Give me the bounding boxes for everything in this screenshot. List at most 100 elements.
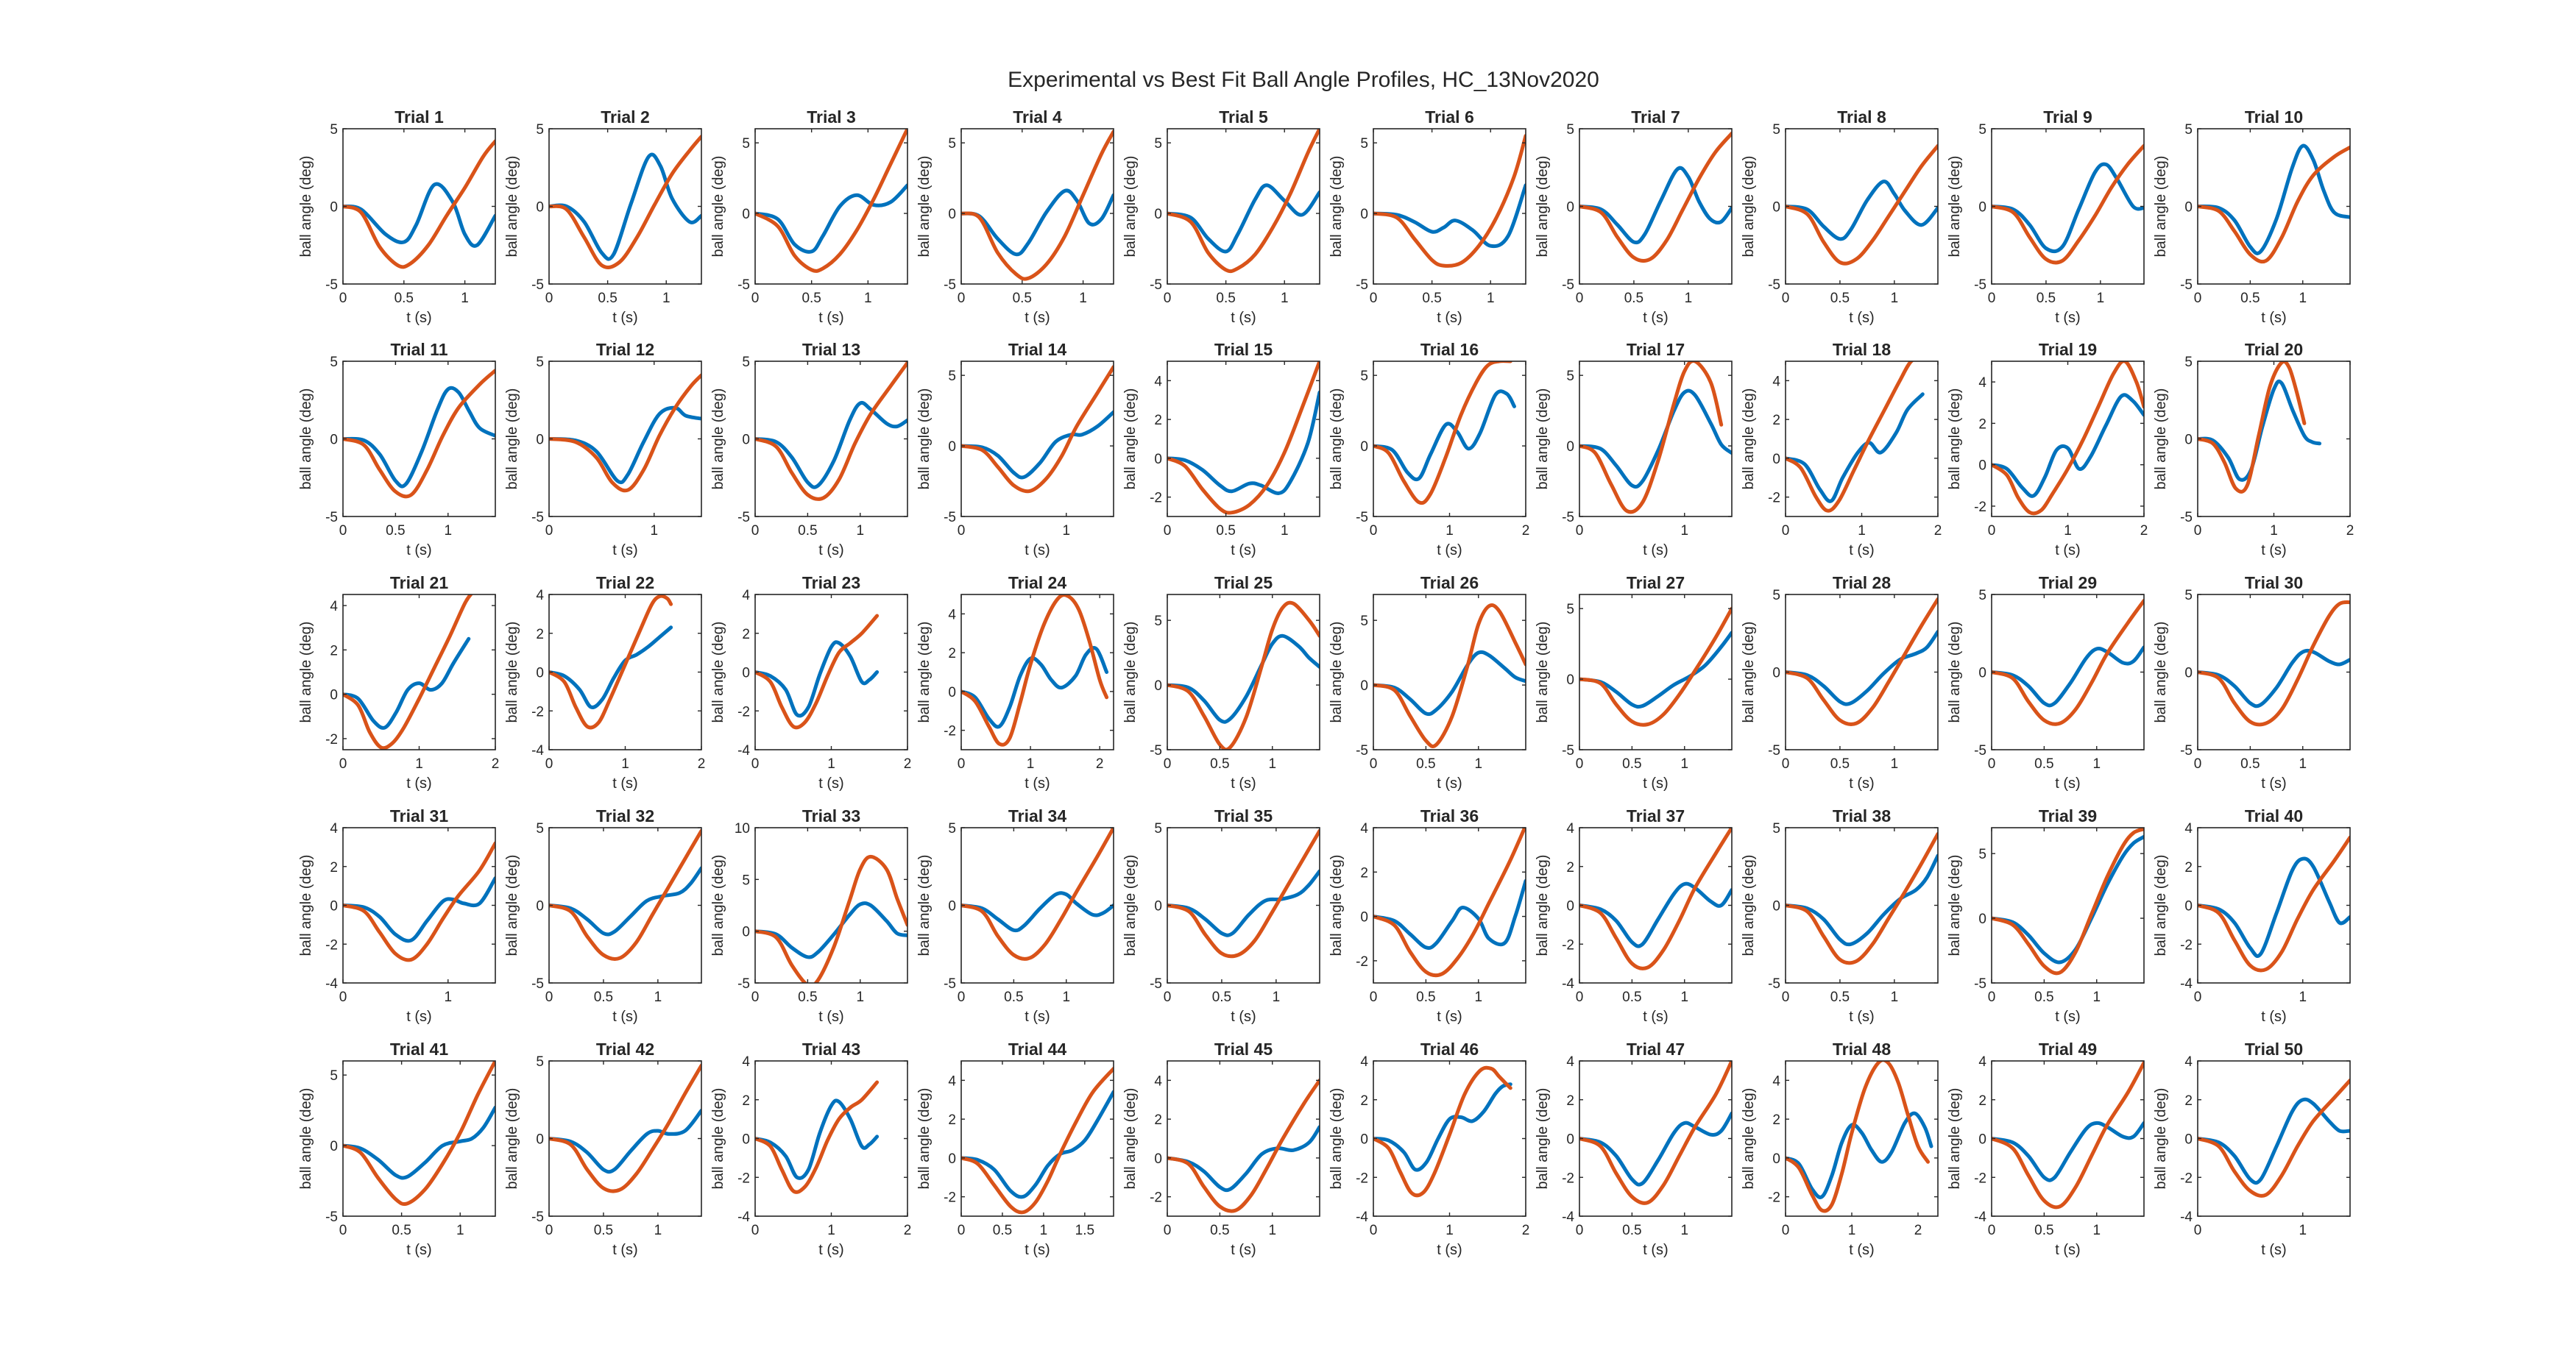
experimental-series-line	[2198, 856, 2350, 958]
x-axis-label: t (s)	[406, 1009, 431, 1025]
y-axis-label: ball angle (deg)	[2153, 1088, 2169, 1190]
x-tick-label: 1	[2299, 291, 2307, 306]
subplot-title: Trial 9	[2043, 107, 2092, 127]
x-tick-label: 1	[1680, 1223, 1688, 1238]
y-tick-label: 0	[742, 1132, 750, 1148]
y-tick-label: 5	[536, 1054, 544, 1070]
x-axis-label: t (s)	[818, 1242, 843, 1258]
x-tick-label: 0.5	[2034, 1223, 2053, 1238]
best-fit-series-line	[1373, 134, 1526, 268]
experimental-series-line	[961, 188, 1114, 257]
y-tick-label: 0	[742, 925, 750, 940]
y-axis-label: ball angle (deg)	[1535, 622, 1551, 723]
y-tick-label: 0	[2184, 433, 2193, 448]
best-fit-series-line	[755, 129, 907, 273]
y-axis-label: ball angle (deg)	[916, 1088, 933, 1190]
best-fit-series-line	[1167, 1078, 1320, 1213]
y-axis-label: ball angle (deg)	[298, 622, 314, 723]
y-tick-label: 5	[742, 873, 750, 888]
y-tick-label: 5	[1566, 602, 1574, 617]
x-tick-label: 1	[461, 291, 469, 306]
experimental-series-line	[1786, 630, 1938, 706]
y-axis-label: ball angle (deg)	[710, 622, 726, 723]
y-tick-label: -5	[1356, 277, 1368, 293]
x-axis-label: t (s)	[2055, 775, 2080, 792]
x-tick-label: 0.5	[1216, 523, 1235, 539]
x-tick-label: 0	[1370, 291, 1378, 306]
y-axis-label: ball angle (deg)	[1947, 622, 1963, 723]
x-tick-label: 0	[545, 990, 553, 1005]
subplot-title: Trial 21	[390, 573, 448, 592]
x-tick-label: 0	[2194, 990, 2202, 1005]
y-tick-label: -4	[2180, 1210, 2193, 1225]
x-axis-label: t (s)	[1643, 1242, 1668, 1258]
y-tick-label: 0	[330, 200, 338, 216]
y-tick-label: -5	[1150, 277, 1162, 293]
x-tick-label: 0	[545, 756, 553, 772]
y-tick-label: -4	[2180, 976, 2193, 992]
x-tick-label: 0	[958, 523, 966, 539]
x-axis-label: t (s)	[2055, 1242, 2080, 1258]
x-tick-label: 1	[456, 1223, 464, 1238]
x-tick-label: 1	[1027, 756, 1035, 772]
best-fit-series-line	[1992, 361, 2144, 516]
x-tick-label: 0	[1988, 756, 1996, 772]
x-tick-label: 0	[958, 756, 966, 772]
x-tick-label: 0.5	[798, 523, 817, 539]
x-axis-label: t (s)	[1849, 310, 1874, 326]
x-tick-label: 0	[1576, 523, 1584, 539]
experimental-series-line	[1167, 1125, 1320, 1193]
axes-frame	[1167, 594, 1320, 750]
experimental-series-line	[343, 182, 495, 248]
x-tick-label: 0.5	[598, 291, 617, 306]
x-tick-label: 0.5	[798, 990, 817, 1005]
best-fit-series-line	[961, 129, 1114, 281]
y-axis-label: ball angle (deg)	[1947, 156, 1963, 258]
x-tick-label: 0	[958, 1223, 966, 1238]
x-tick-label: 1	[1446, 523, 1454, 539]
y-tick-label: 2	[1566, 1093, 1574, 1109]
y-tick-label: 2	[1978, 1093, 1986, 1109]
subplot-trial-49: 0 0.5 1 -4 -2 0 2 4 Trial 49 t (s) ball angle (deg…	[1947, 1040, 2145, 1258]
x-tick-label: 1	[2064, 523, 2072, 539]
subplot-title: Trial 2	[601, 107, 649, 127]
y-axis-label: ball angle (deg)	[504, 388, 520, 490]
y-axis-label: ball angle (deg)	[1328, 622, 1345, 723]
subplot-trial-24: 0 1 2 -2 0 2 4 Trial 24 t (s) ball angle (deg)	[916, 573, 1114, 792]
subplot-title: Trial 43	[802, 1040, 860, 1059]
y-tick-label: -5	[2180, 277, 2193, 293]
x-axis-label: t (s)	[1643, 775, 1668, 792]
x-tick-label: 1	[1062, 523, 1070, 539]
y-tick-label: 0	[948, 899, 956, 915]
y-tick-label: 5	[1566, 122, 1574, 138]
y-tick-label: -2	[944, 1190, 956, 1206]
experimental-series-line	[1992, 393, 2144, 498]
subplot-trial-45: 0 0.5 1 -2 0 2 4 Trial 45 t (s) ball angle (deg)	[1122, 1040, 1320, 1258]
subplot-trial-36: 0 0.5 1 -2 0 2 4 Trial 36 t (s) ball angle (deg)	[1328, 806, 1526, 1025]
y-tick-label: -2	[1974, 1171, 1986, 1186]
x-axis-label: t (s)	[1231, 1009, 1256, 1025]
best-fit-series-line	[2198, 835, 2350, 973]
x-tick-label: 0	[1782, 990, 1790, 1005]
y-tick-label: 0	[2184, 666, 2193, 681]
y-tick-label: -5	[944, 510, 956, 525]
y-axis-label: ball angle (deg)	[298, 855, 314, 956]
y-tick-label: -4	[737, 1210, 750, 1225]
x-axis-label: t (s)	[1231, 310, 1256, 326]
x-axis-label: t (s)	[612, 542, 637, 558]
best-fit-series-line	[1167, 129, 1320, 274]
y-tick-label: -2	[325, 937, 338, 953]
y-tick-label: -5	[1150, 743, 1162, 759]
y-tick-label: 2	[1772, 413, 1780, 428]
y-tick-label: 0	[1772, 200, 1780, 216]
y-tick-label: 5	[536, 122, 544, 138]
